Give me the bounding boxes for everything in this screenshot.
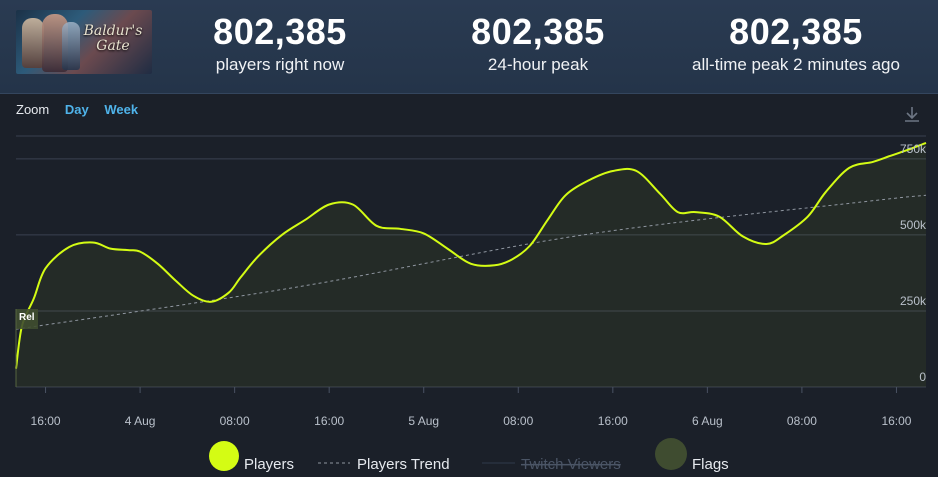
stat-24h-peak-value: 802,385 bbox=[471, 11, 605, 52]
stat-current-value: 802,385 bbox=[213, 11, 347, 52]
zoom-label: Zoom bbox=[16, 102, 50, 117]
zoom-week-button[interactable]: Week bbox=[104, 102, 139, 117]
game-capsule-image[interactable]: Baldur's Gate bbox=[16, 10, 152, 74]
zoom-day-button[interactable]: Day bbox=[64, 102, 89, 117]
zoom-controls: Zoom Day Week bbox=[16, 102, 150, 117]
game-logo: Baldur's Gate bbox=[83, 23, 143, 54]
character-figure bbox=[62, 22, 80, 70]
player-chart-panel: Zoom Day Week bbox=[0, 94, 938, 477]
download-icon[interactable] bbox=[902, 104, 922, 124]
stat-24h-peak-label: 24-hour peak bbox=[487, 55, 589, 74]
stat-current: 802,385 players right now bbox=[180, 12, 380, 76]
stat-all-time-peak-label: all-time peak 2 minutes ago bbox=[692, 55, 900, 74]
stat-all-time-peak: 802,385 all-time peak 2 minutes ago bbox=[666, 12, 926, 76]
stat-current-label: players right now bbox=[215, 55, 345, 74]
stats-header: Baldur's Gate 802,385 players right now … bbox=[0, 0, 938, 94]
stat-all-time-peak-value: 802,385 bbox=[729, 11, 863, 52]
character-figure bbox=[22, 18, 44, 68]
stat-24h-peak: 802,385 24-hour peak bbox=[438, 12, 638, 76]
